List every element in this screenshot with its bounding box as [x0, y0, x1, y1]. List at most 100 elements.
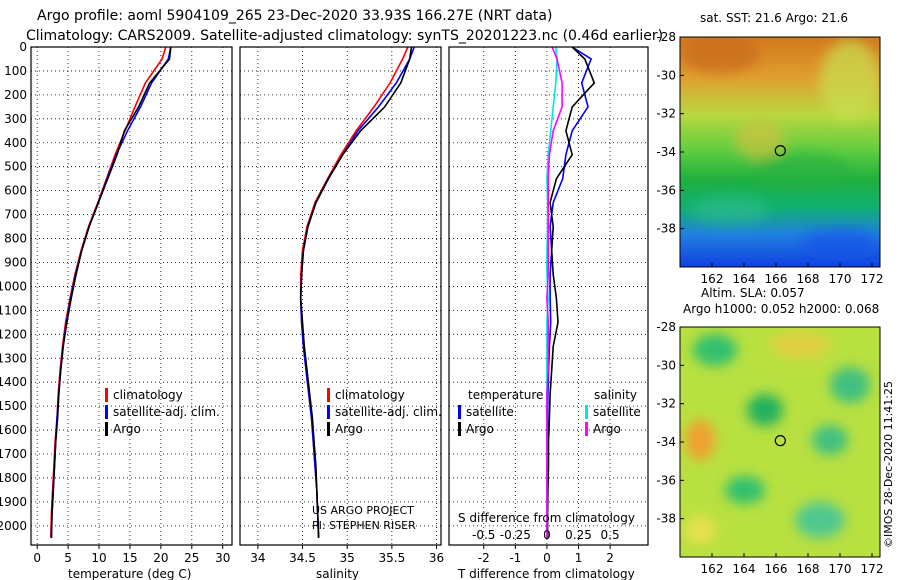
- map-x-tick-label: 172: [861, 272, 884, 286]
- legend-label-climatology: climatology: [113, 388, 183, 402]
- map-y-tick-label: -34: [656, 435, 676, 449]
- legend-swatch-t-argo: [458, 422, 461, 436]
- depth-tick-label: 1500: [0, 399, 27, 413]
- legend-label-satellite: satellite-adj. clim.: [113, 405, 220, 419]
- sla-map-title: Altim. SLA: 0.057: [701, 286, 805, 300]
- legend-swatch-climatology: [105, 388, 108, 402]
- map-x-tick-label: 164: [733, 562, 756, 576]
- salinity-grid: [240, 46, 441, 545]
- salinity-panel: 34 34.5 35 35.5 36 salinity climatology sate…: [239, 46, 444, 580]
- sst-map-ticks: 162 164 166 168 170 172 -28 -30 -32 -34 -36 -38: [656, 30, 883, 286]
- legend-swatch-satellite: [327, 405, 330, 419]
- depth-tick-label: 400: [4, 136, 27, 150]
- map-x-tick-label: 170: [829, 272, 852, 286]
- map-y-tick-label: -28: [656, 30, 676, 44]
- legend-title-salinity: salinity: [594, 388, 637, 402]
- depth-tick-label: 700: [4, 208, 27, 222]
- salinity-axis-label: salinity: [316, 567, 359, 580]
- s-difference-label: S difference from climatology: [458, 511, 635, 525]
- x-tick-label: 20: [153, 551, 168, 565]
- salinity-lines: [299, 46, 415, 538]
- difference-x-ticks: -2 -1 0 1 2: [478, 545, 614, 565]
- x-tick-label: 15: [122, 551, 137, 565]
- s-difference-tick-label: -0.5: [472, 528, 495, 542]
- depth-tick-label: 2000: [0, 519, 27, 533]
- map-x-tick-label: 162: [701, 562, 724, 576]
- map-x-tick-label: 168: [797, 272, 820, 286]
- depth-tick-label: 200: [4, 88, 27, 102]
- figure-title-line1: Argo profile: aoml 5904109_265 23-Dec-20…: [37, 8, 552, 24]
- legend-label-s-satellite: satellite: [593, 405, 641, 419]
- credit-pi: PI: STEPHEN RISER: [312, 519, 416, 532]
- temperature-lines: [50, 46, 172, 538]
- depth-tick-label: 600: [4, 184, 27, 198]
- depth-tick-label: 1700: [0, 447, 27, 461]
- legend-swatch-climatology: [327, 388, 330, 402]
- x-tick-label: 34.5: [289, 551, 316, 565]
- x-tick-label: 0: [33, 551, 41, 565]
- x-tick-label: 30: [215, 551, 230, 565]
- salinity-legend: climatology satellite-adj. clim. Argo: [327, 388, 442, 436]
- x-tick-label: -2: [478, 551, 490, 565]
- legend-swatch-argo: [105, 422, 108, 436]
- sst-map-title: sat. SST: 21.6 Argo: 21.6: [700, 11, 848, 25]
- series-line-argo: [50, 46, 172, 538]
- sla-map-subtitle: Argo h1000: 0.052 h2000: 0.068: [683, 302, 879, 316]
- temperature-x-ticks: 0 5 10 15 20 25 30: [33, 545, 230, 565]
- s-difference-tick-label: 0: [543, 528, 551, 542]
- series-line-satellite-adj-clim-: [299, 46, 415, 538]
- x-tick-label: 10: [91, 551, 106, 565]
- legend-label-t-satellite: satellite: [466, 405, 514, 419]
- depth-tick-label: 800: [4, 232, 27, 246]
- series-line-climatology: [299, 46, 409, 538]
- salinity-x-ticks: 34 34.5 35 35.5 36: [250, 545, 444, 565]
- argo-position-marker: [774, 145, 786, 157]
- temperature-legend: climatology satellite-adj. clim. Argo: [105, 388, 220, 436]
- depth-tick-label: 1800: [0, 471, 27, 485]
- x-tick-label: 35.5: [379, 551, 406, 565]
- depth-tick-label: 500: [4, 160, 27, 174]
- map-y-tick-label: -36: [656, 473, 676, 487]
- legend-label-s-argo: Argo: [593, 422, 621, 436]
- legend-swatch-argo: [327, 422, 330, 436]
- map-x-tick-label: 166: [765, 272, 788, 286]
- temperature-axis-label: temperature (deg C): [68, 567, 191, 580]
- legend-swatch-t-satellite: [458, 405, 461, 419]
- sst-texture: [680, 37, 880, 261]
- map-y-tick-label: -32: [656, 397, 676, 411]
- map-x-tick-label: 166: [765, 562, 788, 576]
- series-line-t-argo: [546, 46, 596, 538]
- x-tick-label: 34: [250, 551, 265, 565]
- depth-tick-labels: 0 100 200 300 400 500 600 700 800 900 1000 1100 1200…: [0, 40, 27, 533]
- depth-tick-label: 1200: [0, 327, 27, 341]
- map-y-tick-label: -28: [656, 320, 676, 334]
- figure-title-line2: Climatology: CARS2009. Satellite-adjuste…: [26, 28, 663, 44]
- depth-tick-label: 1000: [0, 279, 27, 293]
- x-tick-label: 35: [340, 551, 355, 565]
- depth-tick-label: 100: [4, 64, 27, 78]
- x-tick-label: 5: [64, 551, 72, 565]
- argo-position-marker: [774, 435, 786, 447]
- map-y-tick-label: -38: [656, 512, 676, 526]
- legend-label-satellite: satellite-adj. clim.: [335, 405, 442, 419]
- sla-map-ticks: 162 164 166 168 170 172 -28 -30 -32 -34 -36 -38: [656, 320, 883, 576]
- x-tick-label: 2: [606, 551, 614, 565]
- map-x-tick-label: 164: [733, 272, 756, 286]
- legend-swatch-s-satellite: [585, 405, 588, 419]
- map-y-tick-label: -38: [656, 222, 676, 236]
- salinity-axes-frame: [239, 46, 442, 546]
- legend-title-temperature: temperature: [468, 388, 543, 402]
- difference-axes-frame: [448, 46, 649, 546]
- s-difference-tick-label: -0.25: [500, 528, 531, 542]
- x-tick-label: -1: [509, 551, 521, 565]
- legend-label-climatology: climatology: [335, 388, 405, 402]
- map-y-tick-label: -34: [656, 145, 676, 159]
- legend-label-argo: Argo: [335, 422, 363, 436]
- temperature-axes-frame: [30, 46, 233, 546]
- depth-tick-label: 1900: [0, 495, 27, 509]
- difference-legend: temperature satellite Argo salinity sate…: [458, 388, 641, 436]
- map-y-tick-label: -36: [656, 183, 676, 197]
- map-y-tick-label: -30: [656, 358, 676, 372]
- legend-label-argo: Argo: [113, 422, 141, 436]
